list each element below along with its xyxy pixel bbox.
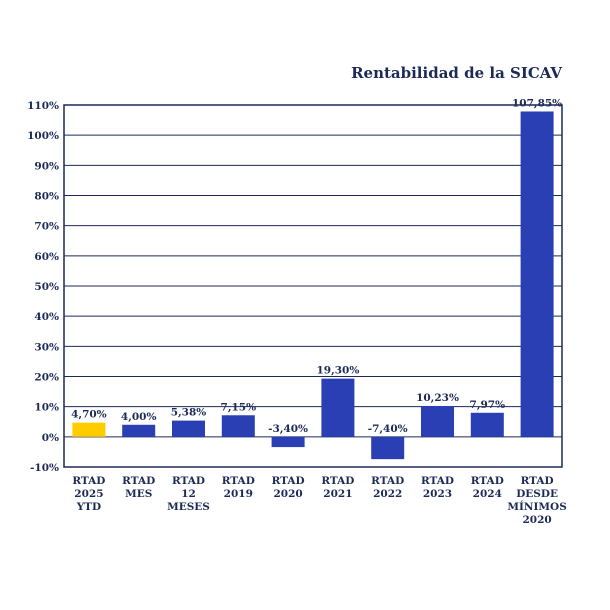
plot-frame — [63, 104, 563, 468]
data-label: 107,85% — [512, 97, 562, 109]
data-label: 4,00% — [121, 411, 157, 423]
x-tick-label-line: RTAD — [471, 475, 504, 487]
y-tick-label: 80% — [34, 191, 59, 203]
data-label: -7,40% — [368, 423, 408, 435]
y-tick-label: 90% — [34, 160, 59, 172]
x-tick-label-line: 2023 — [423, 488, 452, 500]
x-tick-label: RTAD 2020 — [272, 475, 305, 500]
data-label: 7,15% — [221, 401, 257, 413]
data-label: 7,97% — [470, 399, 506, 411]
x-tick-label: RTAD DESDE MÍNIMOS 2020 — [507, 475, 566, 526]
chart-title: Rentabilidad de la SICAV — [351, 64, 562, 82]
x-tick-label-line: 2024 — [473, 488, 502, 500]
x-tick-label-line: 2019 — [224, 488, 253, 500]
x-tick-label-line: 2020 — [522, 514, 551, 526]
y-tick-label: 100% — [27, 130, 59, 142]
x-tick-label: RTAD MES — [122, 475, 155, 500]
y-tick-label: 0% — [42, 432, 59, 444]
x-tick-label-line: RTAD — [172, 475, 205, 487]
y-tick-label: 110% — [27, 100, 59, 112]
x-tick-label-line: RTAD — [521, 475, 554, 487]
x-tick-label-line: 2025 — [74, 488, 103, 500]
y-axis-ticks: 110% 100% 90% 80% 70% 60% 50% 40% 30% 20% 10% 0% -10… — [27, 100, 59, 474]
bar — [221, 415, 255, 437]
x-tick-label: RTAD 2022 — [371, 475, 404, 500]
x-tick-label: RTAD 2025 YTD — [72, 475, 105, 513]
y-tick-label: 70% — [34, 221, 59, 233]
x-tick-label-line: RTAD — [321, 475, 354, 487]
y-tick-label: 20% — [34, 372, 59, 384]
x-tick-label: RTAD 2023 — [421, 475, 454, 500]
x-tick-label: RTAD 12 MESES — [167, 475, 210, 513]
bar — [470, 412, 504, 437]
bar — [421, 405, 454, 437]
y-tick-label: 60% — [34, 251, 59, 263]
x-tick-label-line: DESDE — [516, 488, 558, 500]
y-tick-label: 50% — [34, 281, 59, 293]
bar — [271, 436, 305, 448]
bar — [122, 424, 156, 437]
x-tick-label-line: RTAD — [72, 475, 105, 487]
bar — [520, 111, 554, 437]
x-tick-label-line: RTAD — [371, 475, 404, 487]
x-tick-label-line: 12 — [181, 488, 196, 500]
data-label: 5,38% — [171, 407, 207, 419]
x-tick-label-line: MES — [125, 488, 152, 500]
data-label: -3,40% — [268, 423, 308, 435]
x-tick-label: RTAD 2019 — [222, 475, 255, 500]
x-tick-label-line: 2021 — [323, 488, 352, 500]
bar — [321, 378, 355, 437]
value-labels: 4,70% 4,00% 5,38% 7,15% -3,40% 19,30% -7,40% 10… — [71, 97, 562, 434]
y-tick-label: 30% — [34, 341, 59, 353]
x-tick-label: RTAD 2024 — [471, 475, 504, 500]
bars — [72, 111, 554, 460]
y-tick-label: 40% — [34, 311, 59, 323]
x-tick-label-line: RTAD — [122, 475, 155, 487]
y-tick-label: 10% — [34, 402, 59, 414]
x-tick-label-line: RTAD — [421, 475, 454, 487]
x-tick-label-line: RTAD — [222, 475, 255, 487]
x-tick-label-line: 2020 — [273, 488, 302, 500]
x-tick-label-line: RTAD — [272, 475, 305, 487]
data-label: 10,23% — [416, 392, 459, 404]
data-label: 4,70% — [71, 409, 107, 421]
data-label: 19,30% — [316, 365, 359, 377]
bar — [371, 436, 405, 460]
bar — [172, 420, 205, 437]
bar — [72, 422, 106, 437]
x-tick-label-line: MESES — [167, 501, 210, 513]
x-tick-label-line: 2022 — [373, 488, 402, 500]
y-tick-label: -10% — [30, 462, 59, 474]
x-tick-label-line: MÍNIMOS — [507, 499, 566, 513]
x-tick-label-line: YTD — [76, 501, 101, 513]
x-tick-label: RTAD 2021 — [321, 475, 354, 500]
